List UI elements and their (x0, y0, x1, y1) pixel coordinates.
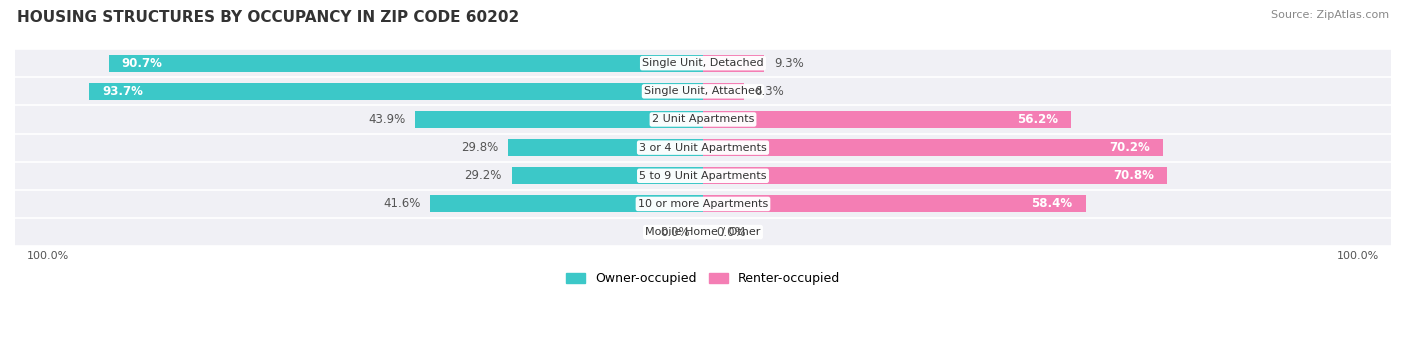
Bar (703, 83, 744, 100)
Text: Single Unit, Attached: Single Unit, Attached (644, 86, 762, 96)
Text: 9.3%: 9.3% (773, 57, 803, 70)
Text: 93.7%: 93.7% (103, 85, 143, 98)
Text: 3 or 4 Unit Apartments: 3 or 4 Unit Apartments (640, 143, 766, 153)
Bar (415, 111, 703, 128)
Text: 10 or more Apartments: 10 or more Apartments (638, 199, 768, 209)
Text: 43.9%: 43.9% (368, 113, 405, 126)
Text: 90.7%: 90.7% (122, 57, 163, 70)
Text: 29.8%: 29.8% (461, 141, 498, 154)
Bar (703, 195, 1085, 212)
Text: 41.6%: 41.6% (384, 197, 420, 210)
Text: 29.2%: 29.2% (464, 169, 502, 182)
Bar (703, 55, 763, 72)
Text: 70.8%: 70.8% (1114, 169, 1154, 182)
Bar (15, 77, 1391, 105)
Bar (512, 167, 703, 184)
Bar (15, 134, 1391, 162)
Bar (703, 167, 1167, 184)
Bar (15, 105, 1391, 134)
Bar (508, 139, 703, 156)
Text: 0.0%: 0.0% (716, 226, 745, 239)
Bar (108, 55, 703, 72)
Text: Single Unit, Detached: Single Unit, Detached (643, 58, 763, 68)
Bar (703, 139, 1163, 156)
Text: 6.3%: 6.3% (754, 85, 785, 98)
Text: 5 to 9 Unit Apartments: 5 to 9 Unit Apartments (640, 171, 766, 181)
Bar (15, 49, 1391, 77)
Text: 70.2%: 70.2% (1109, 141, 1150, 154)
Text: 0.0%: 0.0% (661, 226, 690, 239)
Bar (15, 162, 1391, 190)
Legend: Owner-occupied, Renter-occupied: Owner-occupied, Renter-occupied (562, 269, 844, 289)
Text: HOUSING STRUCTURES BY OCCUPANCY IN ZIP CODE 60202: HOUSING STRUCTURES BY OCCUPANCY IN ZIP C… (17, 10, 519, 25)
Bar (15, 218, 1391, 246)
Bar (15, 190, 1391, 218)
Text: 56.2%: 56.2% (1017, 113, 1059, 126)
Bar (430, 195, 703, 212)
Bar (89, 83, 703, 100)
Text: 2 Unit Apartments: 2 Unit Apartments (652, 115, 754, 124)
Text: Mobile Home / Other: Mobile Home / Other (645, 227, 761, 237)
Text: 58.4%: 58.4% (1032, 197, 1073, 210)
Text: Source: ZipAtlas.com: Source: ZipAtlas.com (1271, 10, 1389, 20)
Bar (703, 111, 1071, 128)
